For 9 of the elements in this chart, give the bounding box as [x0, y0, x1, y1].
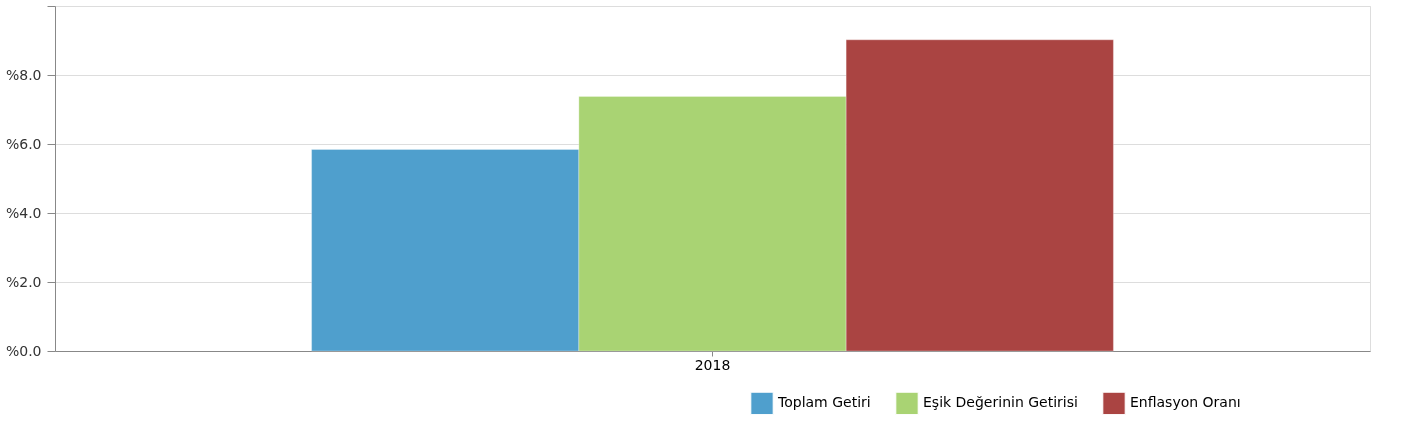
legend-label: Toplam Getiri [777, 394, 871, 411]
y-tick-label: %4.0 [5, 204, 42, 221]
y-tick-label: %2.0 [5, 273, 42, 290]
legend-label: Eşik Değerinin Getirisi [923, 394, 1078, 411]
y-tick-label: %6.0 [5, 135, 42, 152]
x-tick-label: 2018 [694, 356, 731, 373]
legend-label: Enflasyon Oranı [1130, 394, 1241, 411]
y-tick-label: %0.0 [5, 342, 42, 359]
y-tick-label: %8.0 [5, 66, 42, 83]
